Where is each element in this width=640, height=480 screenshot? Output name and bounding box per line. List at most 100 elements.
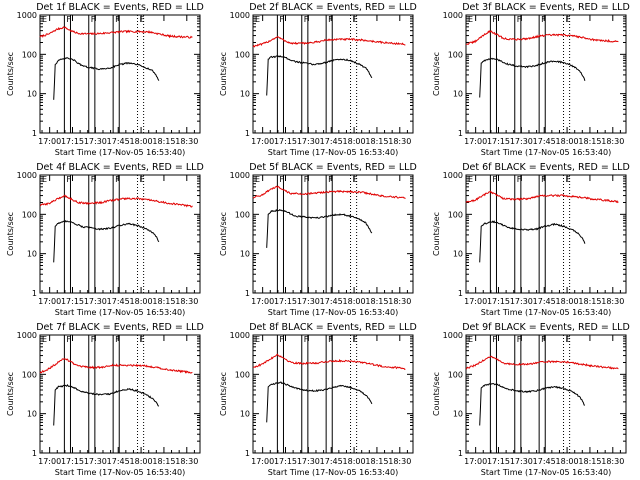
y-axis-label: Counts/sec xyxy=(219,372,228,416)
y-tick-label: 100 xyxy=(448,50,463,59)
y-tick-label: 1000 xyxy=(443,171,463,180)
plot-frame xyxy=(252,334,414,454)
x-tick-label: 18:00 xyxy=(556,457,579,466)
series-line-events xyxy=(479,220,586,263)
flag-label: E xyxy=(468,15,473,24)
x-tick-label: 18:30 xyxy=(388,137,411,146)
chart-title: Det 5f BLACK = Events, RED = LLD xyxy=(249,162,417,173)
x-tick-label: 18:15 xyxy=(578,137,601,146)
flag-label: E xyxy=(353,335,358,344)
x-axis-label: Start Time (17-Nov-05 16:53:40) xyxy=(268,148,398,157)
x-tick-label: 18:30 xyxy=(601,137,624,146)
x-tick-label: 18:30 xyxy=(175,457,198,466)
flag-label: E xyxy=(42,335,47,344)
flag-label: E xyxy=(468,175,473,184)
flag-label: F xyxy=(115,335,120,344)
x-tick-label: 17:45 xyxy=(320,137,343,146)
series-line-events xyxy=(266,381,373,423)
chart-panel-6: Det 6f BLACK = Events, RED = LLD 1 10 100 10… xyxy=(432,162,630,317)
y-tick-label: 10 xyxy=(240,90,250,99)
x-tick-label: 17:15 xyxy=(487,137,510,146)
x-axis-label: Start Time (17-Nov-05 16:53:40) xyxy=(481,468,611,477)
x-tick-label: 17:45 xyxy=(533,457,556,466)
y-tick-label: 1 xyxy=(245,129,250,138)
chart-panel-3: Det 3f BLACK = Events, RED = LLD 1 10 100 10… xyxy=(432,2,630,157)
chart-panel-5: Det 5f BLACK = Events, RED = LLD 1 10 100 10… xyxy=(219,162,417,317)
chart-title: Det 8f BLACK = Events, RED = LLD xyxy=(249,322,417,333)
x-tick-label: 17:30 xyxy=(510,457,533,466)
x-tick-label: 17:00 xyxy=(464,137,487,146)
x-tick-label: 17:00 xyxy=(38,137,61,146)
y-tick-label: 100 xyxy=(235,50,250,59)
plot-frame xyxy=(465,174,627,294)
y-tick-label: 1 xyxy=(32,129,37,138)
flag-label: F xyxy=(517,15,522,24)
x-tick-label: 17:30 xyxy=(84,457,107,466)
chart-panel-2: Det 2f BLACK = Events, RED = LLD 1 10 100 10… xyxy=(219,2,417,157)
series-line-events xyxy=(479,382,586,426)
chart-title: Det 2f BLACK = Events, RED = LLD xyxy=(249,2,417,13)
chart-panel-8: Det 8f BLACK = Events, RED = LLD 1 10 100 10… xyxy=(219,322,417,477)
x-tick-label: 17:45 xyxy=(107,457,130,466)
x-tick-label: 18:30 xyxy=(388,457,411,466)
x-axis-label: Start Time (17-Nov-05 16:53:40) xyxy=(55,308,185,317)
plot-frame xyxy=(39,14,201,134)
y-tick-label: 10 xyxy=(27,250,37,259)
flag-label: F xyxy=(66,175,71,184)
flag-label: F xyxy=(517,175,522,184)
chart-panel-9: Det 9f BLACK = Events, RED = LLD 1 10 100 10… xyxy=(432,322,630,477)
flag-label: E xyxy=(255,15,260,24)
flag-label: E xyxy=(353,15,358,24)
x-tick-label: 17:00 xyxy=(38,457,61,466)
y-tick-label: 1000 xyxy=(17,331,37,340)
y-tick-label: 1 xyxy=(458,129,463,138)
x-tick-label: 17:15 xyxy=(487,457,510,466)
series-line-lld xyxy=(252,353,406,370)
series-line-events xyxy=(53,219,160,263)
series-line-lld xyxy=(465,29,619,46)
y-axis-label: Counts/sec xyxy=(219,212,228,256)
x-tick-label: 18:15 xyxy=(365,137,388,146)
x-tick-label: 17:30 xyxy=(510,137,533,146)
y-tick-label: 1 xyxy=(458,449,463,458)
plot-frame xyxy=(39,174,201,294)
flag-label: F xyxy=(66,335,71,344)
flag-label: F xyxy=(304,175,309,184)
flag-label: F xyxy=(279,335,284,344)
y-tick-label: 10 xyxy=(240,250,250,259)
x-tick-label: 18:30 xyxy=(175,137,198,146)
flag-label: F xyxy=(517,335,522,344)
flag-label: F xyxy=(279,15,284,24)
x-tick-label: 17:45 xyxy=(533,137,556,146)
series-line-lld xyxy=(465,355,619,370)
x-tick-label: 18:30 xyxy=(601,457,624,466)
x-tick-label: 17:45 xyxy=(107,137,130,146)
series-line-events xyxy=(53,383,160,426)
x-tick-label: 18:00 xyxy=(343,457,366,466)
x-tick-label: 18:30 xyxy=(601,297,624,306)
y-tick-label: 10 xyxy=(453,410,463,419)
x-tick-label: 17:00 xyxy=(251,137,274,146)
x-tick-label: 17:15 xyxy=(487,297,510,306)
x-tick-label: 17:45 xyxy=(107,297,130,306)
plot-frame xyxy=(39,334,201,454)
flag-label: F xyxy=(541,335,546,344)
flag-label: E xyxy=(468,335,473,344)
y-tick-label: 1 xyxy=(458,289,463,298)
series-line-lld xyxy=(252,185,406,200)
series-line-events xyxy=(266,55,373,96)
flag-label: E xyxy=(566,175,571,184)
series-line-lld xyxy=(40,194,193,208)
series-line-events xyxy=(53,57,160,100)
y-axis-label: Counts/sec xyxy=(6,212,15,256)
x-tick-label: 18:00 xyxy=(556,137,579,146)
flag-label: F xyxy=(492,335,497,344)
y-axis-label: Counts/sec xyxy=(219,52,228,96)
y-tick-label: 1 xyxy=(32,289,37,298)
y-tick-label: 1000 xyxy=(230,331,250,340)
x-tick-label: 18:00 xyxy=(130,457,153,466)
x-axis-label: Start Time (17-Nov-05 16:53:40) xyxy=(268,308,398,317)
x-tick-label: 17:30 xyxy=(297,457,320,466)
y-tick-label: 1 xyxy=(32,449,37,458)
